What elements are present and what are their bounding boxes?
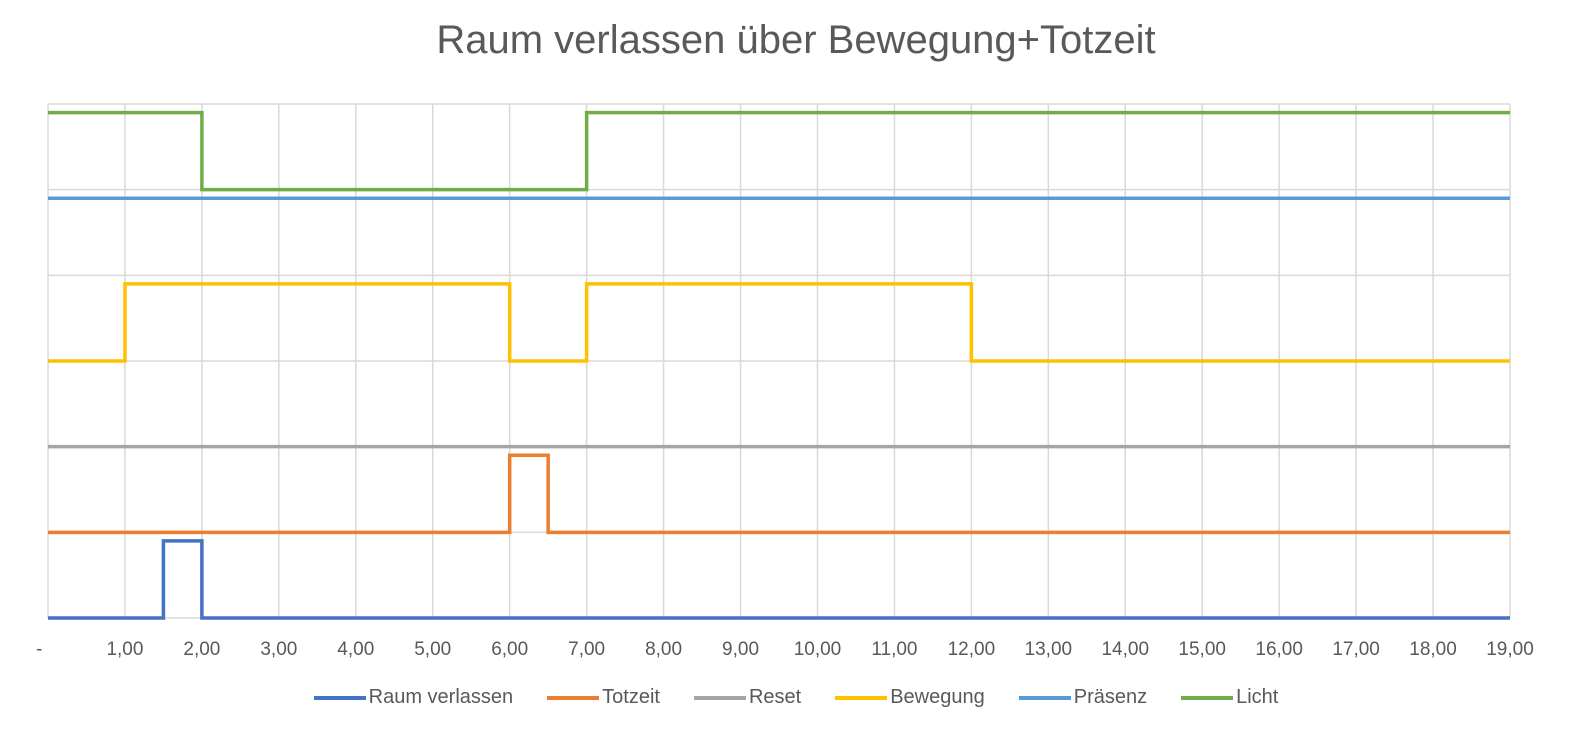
legend-label: Bewegung: [890, 686, 985, 708]
legend-swatch: [1181, 695, 1234, 700]
legend-swatch: [547, 695, 600, 700]
x-tick-label: -: [36, 639, 42, 660]
chart-title: Raum verlassen über Bewegung+Totzeit: [436, 18, 1156, 62]
x-tick-label: 14,00: [1101, 639, 1149, 660]
x-tick-label: 15,00: [1178, 639, 1226, 660]
x-tick-label: 8,00: [645, 639, 682, 660]
legend-swatch: [1018, 695, 1071, 700]
legend-label: Raum verlassen: [368, 686, 514, 708]
legend-label: Präsenz: [1073, 686, 1148, 708]
x-axis-ticks: - 1,00 2,00 3,00 4,00 5,00 6,00 7,00 8,00 9,00 10,…: [36, 639, 1534, 660]
legend-item: Totzeit: [547, 686, 660, 709]
legend-item: Licht: [1181, 686, 1278, 709]
legend-label: Licht: [1236, 686, 1279, 708]
x-tick-label: 5,00: [414, 639, 451, 660]
x-tick-label: 16,00: [1255, 639, 1303, 660]
legend-item: Raum verlassen: [313, 686, 514, 709]
legend: Raum verlassen Totzeit Reset Bewegung Präsen…: [0, 686, 1592, 709]
series-lines: [48, 110, 1510, 620]
x-tick-label: 4,00: [337, 639, 374, 660]
legend-label: Totzeit: [602, 686, 660, 708]
series-line-totzeit: [48, 453, 1510, 535]
x-tick-label: 7,00: [568, 639, 605, 660]
legend-swatch: [693, 695, 746, 700]
x-tick-label: 6,00: [491, 639, 528, 660]
series-line-raum-verlassen: [48, 539, 1510, 620]
x-tick-label: 3,00: [260, 639, 297, 660]
x-tick-label: 18,00: [1409, 639, 1457, 660]
legend-label: Reset: [748, 686, 802, 708]
series-line-bewegung: [48, 282, 1510, 363]
series-line-licht: [48, 110, 1510, 192]
x-tick-label: 2,00: [183, 639, 220, 660]
x-tick-label: 1,00: [106, 639, 143, 660]
legend-item: Reset: [693, 686, 802, 709]
legend-swatch: [835, 695, 888, 700]
legend-item: Präsenz: [1018, 686, 1148, 709]
x-tick-label: 19,00: [1486, 639, 1534, 660]
x-tick-label: 13,00: [1025, 639, 1073, 660]
legend-swatch: [313, 695, 366, 700]
legend-item: Bewegung: [835, 686, 985, 709]
x-tick-label: 10,00: [794, 639, 842, 660]
x-tick-label: 9,00: [722, 639, 759, 660]
x-tick-label: 12,00: [948, 639, 996, 660]
x-tick-label: 17,00: [1332, 639, 1380, 660]
x-tick-label: 11,00: [871, 639, 917, 660]
